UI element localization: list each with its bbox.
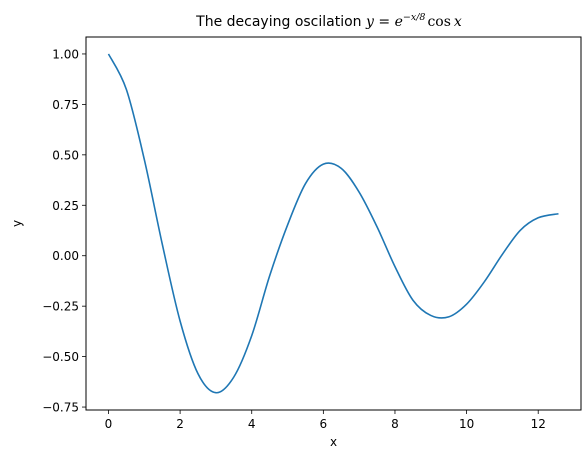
- y-tick-label: 1.00: [52, 47, 79, 61]
- chart-title-eq: =: [374, 14, 395, 30]
- y-tick-label: 0.50: [52, 148, 79, 162]
- chart-title: The decaying oscilation y = e−x/8 cos x: [195, 12, 462, 30]
- x-tick-label: 8: [391, 417, 399, 431]
- tick-group: 0 2 4 6 8 10 12 −0.75 −0.50 −0.25 0.00 0.25 0.50 0.75…: [42, 47, 546, 431]
- y-tick-label: 0.75: [52, 98, 79, 112]
- y-tick-label: −0.50: [42, 350, 79, 364]
- axes-frame: [85, 36, 582, 411]
- plot-area: 0 2 4 6 8 10 12 −0.75 −0.50 −0.25 0.00 0.25 0.50 0.75…: [42, 36, 582, 431]
- x-tick-label: 4: [248, 417, 256, 431]
- chart-title-exponent: −x/8: [403, 12, 426, 23]
- x-tick-label: 2: [176, 417, 184, 431]
- y-tick-label: 0.00: [52, 249, 79, 263]
- x-tick-label: 6: [320, 417, 328, 431]
- x-tick-label: 12: [531, 417, 546, 431]
- series-line: [107, 53, 559, 394]
- chart-title-func: cos: [427, 14, 450, 30]
- x-tick-label: 10: [459, 417, 474, 431]
- y-tick-label: −0.75: [42, 401, 79, 415]
- x-axis-label: x: [330, 435, 337, 449]
- chart-title-arg: x: [454, 14, 462, 30]
- y-tick-label: 0.25: [52, 199, 79, 213]
- chart-title-prefix: The decaying oscilation: [195, 14, 366, 30]
- y-tick-label: −0.25: [42, 300, 79, 314]
- y-axis-label: y: [10, 220, 24, 227]
- chart-title-base: e: [395, 14, 403, 30]
- x-tick-label: 0: [105, 417, 113, 431]
- chart-title-var: y: [365, 14, 375, 30]
